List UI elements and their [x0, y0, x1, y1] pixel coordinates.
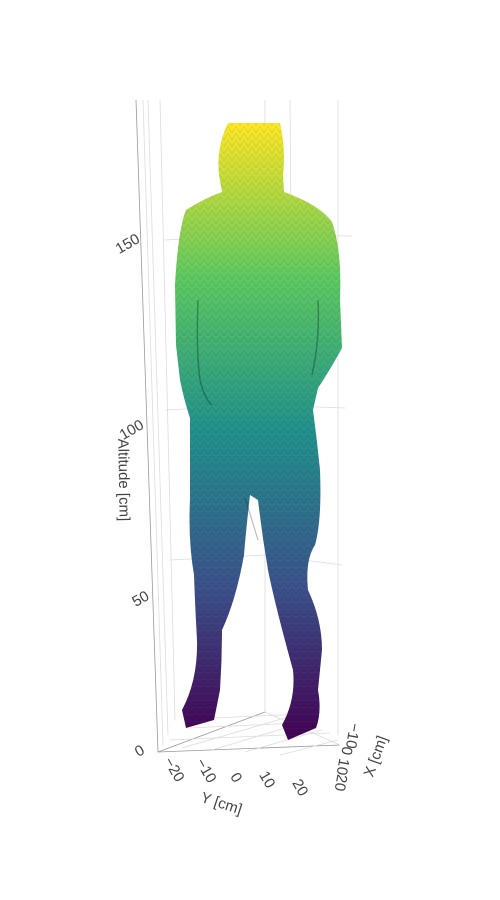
y-tick-label: −20 [160, 754, 187, 785]
z-axis: 0 50 100 150 Altitude [cm] [113, 230, 153, 760]
y-tick-label: −10 [192, 755, 219, 786]
x-tick-label: 0 [337, 745, 355, 756]
y-tick-label: 0 [226, 770, 245, 786]
y-tick-label: 10 [255, 768, 278, 791]
x-tick-label: 20 [331, 773, 351, 792]
z-tick-label: 0 [132, 742, 148, 761]
x-tick-label: −10 [342, 722, 363, 750]
y-axis-title: Y [cm] [199, 789, 244, 818]
z-axis-title: Altitude [cm] [114, 439, 132, 522]
y-axis: −20 −10 0 10 20 Y [cm] [160, 754, 311, 818]
x-axis-title: X [cm] [361, 734, 392, 780]
x-axis: −10 0 10 20 X [cm] [331, 722, 391, 793]
x-tick-label: 10 [333, 757, 353, 776]
z-tick-label: 150 [113, 230, 143, 257]
z-tick-label: 50 [129, 588, 152, 611]
body-mesh [175, 123, 342, 740]
y-tick-label: 20 [288, 776, 311, 799]
z-axis-line [135, 99, 159, 753]
